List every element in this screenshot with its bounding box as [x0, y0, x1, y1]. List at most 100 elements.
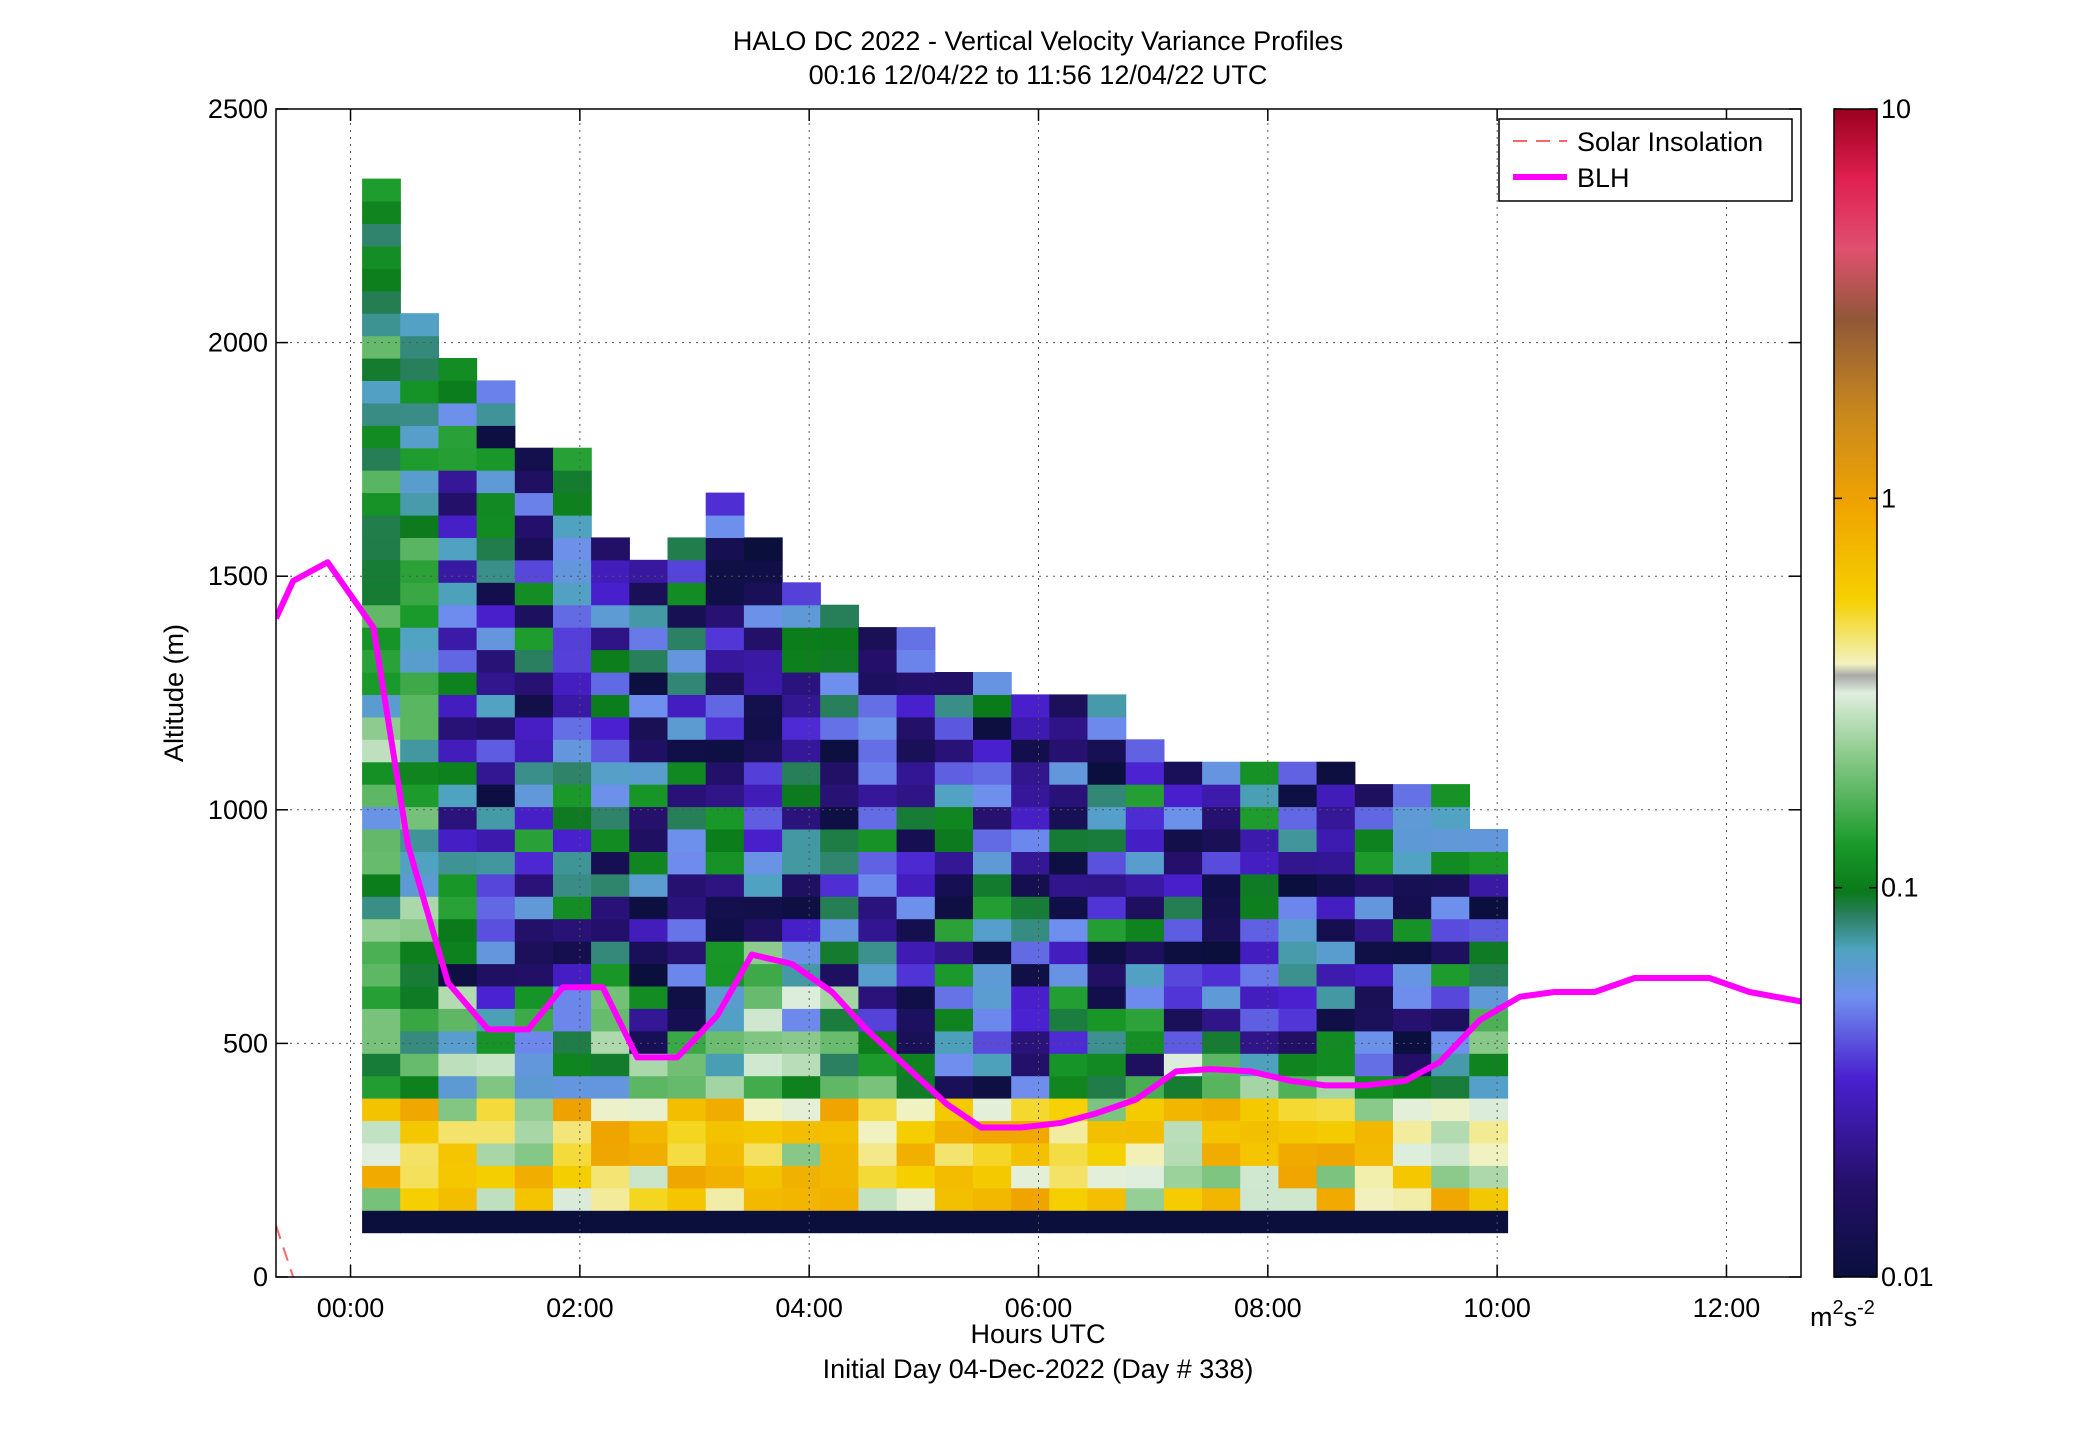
- heatmap-cell: [1354, 1098, 1394, 1122]
- heatmap-cell: [1240, 806, 1279, 830]
- heatmap-cell: [782, 918, 821, 942]
- heatmap-cell: [782, 716, 821, 740]
- heatmap-cell: [476, 1030, 516, 1054]
- heatmap-cell: [1049, 1053, 1089, 1077]
- heatmap-cell: [667, 806, 707, 830]
- heatmap-cell: [553, 1030, 592, 1054]
- heatmap-cell: [934, 985, 974, 1009]
- heatmap-cell: [973, 1210, 1012, 1234]
- heatmap-cell: [782, 941, 821, 965]
- heatmap-cell: [705, 1187, 745, 1211]
- heatmap-cell: [1469, 1120, 1509, 1144]
- heatmap-cell: [1431, 784, 1470, 808]
- heatmap-cell: [782, 1030, 821, 1054]
- chart-title: HALO DC 2022 - Vertical Velocity Varianc…: [733, 26, 1343, 56]
- heatmap-cell: [1354, 918, 1394, 942]
- heatmap-cell: [362, 201, 401, 224]
- heatmap-cell: [1125, 1075, 1165, 1099]
- heatmap-cell: [514, 1187, 554, 1211]
- heatmap-cell: [743, 739, 783, 763]
- heatmap-cell: [973, 963, 1012, 987]
- heatmap-cell: [1011, 918, 1050, 942]
- heatmap-cell: [476, 649, 516, 673]
- heatmap-cell: [514, 1098, 554, 1122]
- heatmap-cell: [1049, 1008, 1089, 1032]
- heatmap-cell: [1011, 1142, 1050, 1166]
- heatmap-cell: [476, 582, 516, 606]
- heatmap-cell: [820, 649, 859, 673]
- heatmap-cell: [591, 1030, 630, 1054]
- heatmap-cell: [1087, 1075, 1127, 1099]
- heatmap-cell: [438, 1053, 478, 1077]
- heatmap-cell: [858, 1098, 898, 1122]
- heatmap-cell: [629, 604, 669, 628]
- blh-line: [276, 559, 1801, 1131]
- heatmap-cell: [705, 1053, 745, 1077]
- heatmap-cell: [1202, 1142, 1241, 1166]
- heatmap-cell: [1316, 1053, 1356, 1077]
- heatmap-cell: [1125, 1053, 1165, 1077]
- heatmap-cell: [1240, 784, 1279, 808]
- tick-layer: 00:00 02:00 04:00 06:00 08:00 10:00 12:00 0 500 1…: [208, 94, 1801, 1323]
- heatmap-cell: [514, 582, 554, 606]
- heatmap-cell: [1278, 1098, 1318, 1122]
- heatmap-cell: [362, 941, 401, 965]
- heatmap-cell: [1240, 896, 1279, 920]
- heatmap-cell: [667, 1142, 707, 1166]
- x-axis-sublabel: Initial Day 04-Dec-2022 (Day # 338): [823, 1354, 1254, 1384]
- colorbar-unit-base: m: [1810, 1302, 1833, 1332]
- heatmap-cell: [743, 1210, 783, 1234]
- heatmap-cell: [705, 559, 745, 583]
- heatmap-cell: [1011, 694, 1050, 718]
- heatmap-cell: [514, 649, 554, 673]
- heatmap-cell: [476, 537, 516, 561]
- heatmap-cell: [896, 1142, 936, 1166]
- heatmap-cell: [553, 1120, 592, 1144]
- heatmap-cell: [782, 604, 821, 628]
- heatmap-cell: [743, 829, 783, 852]
- heatmap-cell: [438, 1165, 478, 1189]
- heatmap-cell: [1316, 873, 1356, 897]
- heatmap-cell: [1240, 963, 1279, 987]
- heatmap-cell: [1163, 1187, 1203, 1211]
- heatmap-cell: [1431, 851, 1470, 875]
- heatmap-cell: [629, 851, 669, 875]
- heatmap-cell: [629, 784, 669, 808]
- heatmap-cell: [1202, 873, 1241, 897]
- heatmap-cell: [438, 806, 478, 830]
- heatmap-cell: [934, 784, 974, 808]
- heatmap-cell: [896, 1030, 936, 1054]
- heatmap-cell: [1125, 985, 1165, 1009]
- heatmap-cell: [820, 1075, 859, 1099]
- heatmap-cell: [820, 1120, 859, 1144]
- heatmap-cell: [400, 1187, 439, 1211]
- heatmap-cell: [553, 873, 592, 897]
- heatmap-cell: [514, 918, 554, 942]
- heatmap-cell: [1354, 1053, 1394, 1077]
- heatmap-cell: [1011, 1165, 1050, 1189]
- heatmap-cell: [705, 829, 745, 852]
- heatmap-cell: [1011, 1210, 1050, 1234]
- heatmap-cell: [400, 559, 439, 583]
- heatmap-cell: [629, 1187, 669, 1211]
- heatmap-cell: [1278, 851, 1318, 875]
- heatmap-cell: [400, 425, 439, 449]
- heatmap-cell: [362, 694, 401, 718]
- heatmap-cell: [1354, 963, 1394, 987]
- heatmap-cell: [743, 672, 783, 695]
- heatmap-cell: [438, 582, 478, 606]
- heatmap-cell: [629, 829, 669, 852]
- heatmap-cell: [362, 1210, 401, 1234]
- heatmap-cell: [1125, 1030, 1165, 1054]
- heatmap-cell: [1354, 1210, 1394, 1234]
- heatmap-cell: [858, 739, 898, 763]
- heatmap-cell: [591, 963, 630, 987]
- heatmap-cell: [896, 784, 936, 808]
- heatmap-cell: [400, 402, 439, 426]
- heatmap-cell: [1011, 1098, 1050, 1122]
- heatmap-cell: [476, 380, 516, 404]
- heatmap-cell: [1469, 873, 1509, 897]
- heatmap-cell: [896, 1008, 936, 1032]
- heatmap-cell: [667, 829, 707, 852]
- heatmap-cell: [1393, 941, 1432, 965]
